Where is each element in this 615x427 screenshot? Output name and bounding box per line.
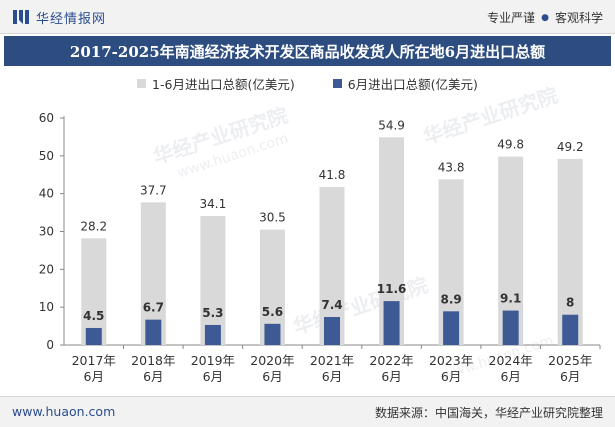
- x-tick-label: 6月: [322, 369, 342, 384]
- bar-series2: [85, 327, 102, 345]
- bar-series2: [383, 301, 400, 345]
- bar-series2: [204, 324, 221, 345]
- bar-series2: [562, 314, 579, 345]
- x-tick-label: 2020年: [250, 353, 294, 368]
- data-label-series2: 8: [566, 296, 574, 310]
- data-label-series1: 49.2: [557, 140, 584, 154]
- x-tick-label: 2018年: [131, 353, 175, 368]
- chart-title: 2017-2025年南通经济技术开发区商品收发货人所在地6月进出口总额: [69, 42, 546, 61]
- brand: 华经情报网: [12, 8, 107, 27]
- x-tick-label: 6月: [560, 369, 580, 384]
- x-tick-label: 6月: [500, 369, 520, 384]
- y-tick-label: 20: [39, 262, 54, 276]
- data-label-series1: 30.5: [259, 211, 286, 225]
- y-tick-label: 60: [39, 111, 54, 125]
- footer-bar: www.huaon.com 数据来源：中国海关，华经产业研究院整理: [0, 396, 615, 427]
- footer-source: 数据来源：中国海关，华经产业研究院整理: [374, 406, 603, 420]
- legend-item-series1: 1-6月进出口总额(亿美元): [137, 74, 295, 93]
- data-label-series1: 34.1: [200, 197, 227, 211]
- legend-swatch-series1: [137, 79, 147, 88]
- bar-chart: 010203040506028.24.52017年6月37.76.72018年6…: [39, 111, 601, 384]
- y-tick-label: 40: [39, 187, 54, 201]
- bar-series1: [557, 158, 583, 345]
- x-tick-label: 2021年: [310, 353, 354, 368]
- bar-series1: [200, 215, 226, 345]
- y-tick-label: 50: [39, 149, 54, 163]
- x-tick-label: 6月: [441, 369, 461, 384]
- chart-legend: 1-6月进出口总额(亿美元) 6月进出口总额(亿美元): [0, 74, 615, 93]
- legend-label-series2: 6月进出口总额(亿美元): [347, 77, 478, 92]
- x-tick-label: 6月: [143, 369, 163, 384]
- data-label-series1: 54.9: [378, 118, 405, 132]
- header-bar: 华经情报网 专业严谨 ● 客观科学: [0, 0, 615, 34]
- x-tick-label: 6月: [262, 369, 282, 384]
- bar-series2: [502, 310, 519, 345]
- slogan: 专业严谨 ● 客观科学: [487, 9, 603, 26]
- x-tick-label: 2019年: [191, 353, 235, 368]
- legend-item-series2: 6月进出口总额(亿美元): [332, 74, 478, 93]
- data-label-series2: 5.3: [202, 306, 223, 320]
- x-tick-label: 6月: [381, 369, 401, 384]
- legend-label-series1: 1-6月进出口总额(亿美元): [152, 77, 295, 92]
- data-label-series2: 8.9: [440, 292, 461, 306]
- data-label-series2: 5.6: [262, 305, 283, 319]
- brand-name: 华经情报网: [36, 11, 107, 27]
- data-label-series1: 49.8: [497, 138, 524, 152]
- x-tick-label: 6月: [203, 369, 223, 384]
- bar-series2: [264, 323, 281, 345]
- bar-series2: [443, 311, 460, 345]
- x-tick-label: 2024年: [489, 353, 533, 368]
- footer-url: www.huaon.com: [12, 404, 116, 419]
- data-label-series2: 11.6: [377, 282, 407, 296]
- bar-series2: [324, 317, 340, 345]
- legend-swatch-series2: [332, 79, 342, 88]
- data-label-series2: 9.1: [500, 292, 521, 306]
- x-tick-label: 2025年: [548, 353, 592, 368]
- y-tick-label: 10: [39, 300, 54, 314]
- data-label-series2: 4.5: [83, 309, 104, 323]
- x-tick-label: 6月: [84, 369, 104, 384]
- x-tick-label: 2023年: [429, 353, 473, 368]
- y-tick-label: 30: [39, 225, 54, 239]
- data-label-series1: 41.8: [319, 168, 346, 182]
- slogan-right: 客观科学: [554, 11, 603, 25]
- data-label-series2: 7.4: [321, 298, 342, 312]
- chart-title-bar: 2017-2025年南通经济技术开发区商品收发货人所在地6月进出口总额: [4, 36, 611, 66]
- data-label-series1: 28.2: [80, 219, 107, 233]
- bar-series1: [81, 238, 107, 345]
- x-tick-label: 2022年: [369, 353, 413, 368]
- data-label-series1: 43.8: [438, 160, 465, 174]
- bullet-icon: ●: [541, 12, 549, 23]
- slogan-left: 专业严谨: [487, 11, 536, 25]
- data-label-series2: 6.7: [143, 301, 164, 315]
- x-tick-label: 2017年: [72, 353, 116, 368]
- huajing-logo-icon: [13, 10, 29, 24]
- bar-series2: [145, 319, 162, 345]
- y-tick-label: 0: [46, 338, 54, 352]
- data-label-series1: 37.7: [140, 183, 167, 197]
